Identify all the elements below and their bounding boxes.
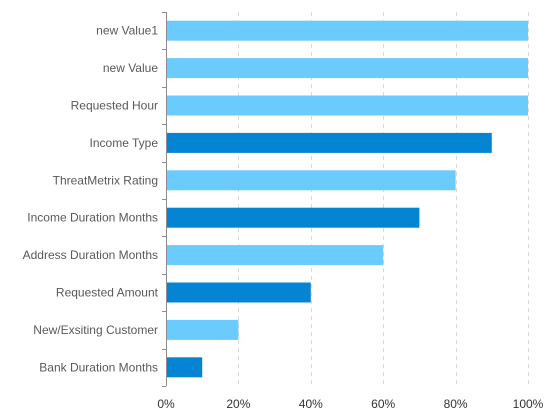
bar-9[interactable]: [166, 357, 203, 378]
category-label-1: new Value: [103, 61, 158, 75]
category-label-0: new Value1: [96, 24, 158, 38]
x-tick-label-4: 80%: [444, 397, 468, 411]
x-tick-label-5: 100%: [513, 397, 544, 411]
axis-layer: [162, 12, 167, 387]
bar-1[interactable]: [166, 58, 529, 79]
bar-7[interactable]: [166, 282, 311, 303]
bars-layer: [166, 20, 529, 378]
category-label-2: Requested Hour: [71, 99, 158, 113]
x-tick-label-2: 40%: [299, 397, 323, 411]
bar-8[interactable]: [166, 319, 239, 340]
bar-3[interactable]: [166, 132, 492, 153]
category-label-7: Requested Amount: [56, 286, 159, 300]
category-label-8: New/Exsiting Customer: [33, 323, 158, 337]
x-tick-label-1: 20%: [226, 397, 250, 411]
bar-4[interactable]: [166, 170, 456, 191]
grid-layer: [238, 12, 529, 386]
labels-layer: new Value1 new Value Requested Hour Income …: [23, 24, 544, 411]
category-label-3: Income Type: [90, 136, 159, 150]
x-tick-label-0: 0%: [157, 397, 175, 411]
bar-2[interactable]: [166, 95, 529, 116]
bar-0[interactable]: [166, 20, 529, 41]
category-label-9: Bank Duration Months: [39, 360, 158, 374]
category-label-4: ThreatMetrix Rating: [53, 173, 158, 187]
bar-5[interactable]: [166, 207, 420, 228]
bar-6[interactable]: [166, 245, 384, 266]
category-label-6: Address Duration Months: [23, 248, 158, 262]
category-label-5: Income Duration Months: [27, 211, 158, 225]
x-tick-label-3: 60%: [371, 397, 395, 411]
